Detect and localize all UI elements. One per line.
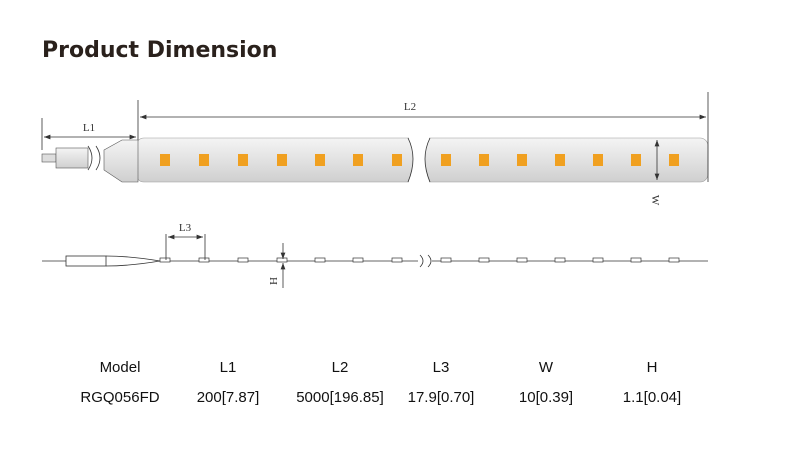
strip-side (42, 254, 708, 268)
led (517, 154, 527, 166)
led (441, 154, 451, 166)
table-header: Model (100, 359, 141, 376)
title: Product Dimension (42, 38, 278, 63)
led (353, 154, 363, 166)
led (555, 154, 565, 166)
pad (668, 257, 680, 263)
label-l3: L3 (179, 222, 192, 234)
pad (391, 257, 403, 263)
table-cell: 5000[196.85] (296, 389, 384, 406)
table-header: H (647, 359, 658, 376)
led (277, 154, 287, 166)
pad (276, 257, 288, 263)
led (160, 154, 170, 166)
label-l1: L1 (83, 122, 95, 134)
led (315, 154, 325, 166)
table-cell: 17.9[0.70] (408, 389, 475, 406)
label-h: H (267, 277, 279, 285)
led (479, 154, 489, 166)
led (199, 154, 209, 166)
table-cell: 10[0.39] (519, 389, 573, 406)
table-header: L2 (332, 359, 349, 376)
led (392, 154, 402, 166)
pad (440, 257, 452, 263)
pad (554, 257, 566, 263)
pad (314, 257, 326, 263)
pad (159, 257, 171, 263)
pad (237, 257, 249, 263)
pad (592, 257, 604, 263)
pad (630, 257, 642, 263)
pad (478, 257, 490, 263)
table-header: L1 (220, 359, 237, 376)
strip-top (41, 136, 709, 184)
pad (516, 257, 528, 263)
led (669, 154, 679, 166)
led (238, 154, 248, 166)
led (593, 154, 603, 166)
table-header: L3 (433, 359, 450, 376)
table-cell: RGQ056FD (80, 389, 159, 406)
table-cell: 200[7.87] (197, 389, 260, 406)
label-w: W (649, 195, 661, 206)
table-cell: 1.1[0.04] (623, 389, 681, 406)
label-l2: L2 (404, 101, 416, 113)
table-header: W (539, 359, 554, 376)
pad (198, 257, 210, 263)
pad (352, 257, 364, 263)
led (631, 154, 641, 166)
